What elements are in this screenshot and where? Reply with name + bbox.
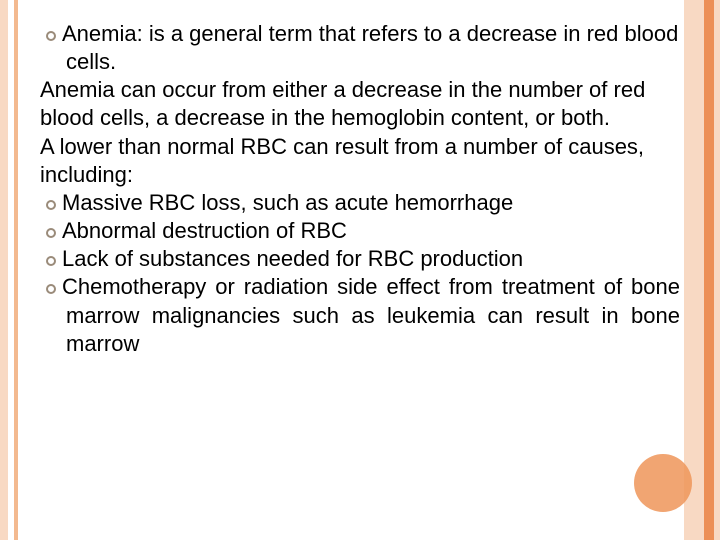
bullet-abnormal-destruction: Abnormal destruction of RBC (40, 217, 680, 245)
bullet-text: Abnormal destruction of RBC (62, 218, 347, 243)
bullet-massive-rbc-loss: Massive RBC loss, such as acute hemorrha… (40, 189, 680, 217)
bullet-text: Chemotherapy or radiation side effect fr… (62, 274, 680, 355)
decor-circle (634, 454, 692, 512)
decor-stripe-right-inner (704, 0, 714, 540)
bullet-ring-icon (46, 31, 56, 41)
decor-stripe-left-2 (14, 0, 18, 540)
bullet-ring-icon (46, 228, 56, 238)
paragraph-anemia-causes: Anemia can occur from either a decrease … (40, 76, 680, 132)
bullet-ring-icon (46, 284, 56, 294)
bullet-ring-icon (46, 200, 56, 210)
bullet-ring-icon (46, 256, 56, 266)
decor-stripe-right-bg (684, 0, 720, 540)
bullet-chemotherapy: Chemotherapy or radiation side effect fr… (40, 273, 680, 357)
decor-stripe-left-1 (0, 0, 8, 540)
bullet-anemia-definition: Anemia: is a general term that refers to… (40, 20, 680, 76)
bullet-text: Massive RBC loss, such as acute hemorrha… (62, 190, 513, 215)
bullet-text: Lack of substances needed for RBC produc… (62, 246, 523, 271)
paragraph-rbc-causes-intro: A lower than normal RBC can result from … (40, 133, 680, 189)
bullet-text: Anemia: is a general term that refers to… (62, 21, 678, 74)
bullet-lack-substances: Lack of substances needed for RBC produc… (40, 245, 680, 273)
slide-content: Anemia: is a general term that refers to… (40, 20, 680, 358)
